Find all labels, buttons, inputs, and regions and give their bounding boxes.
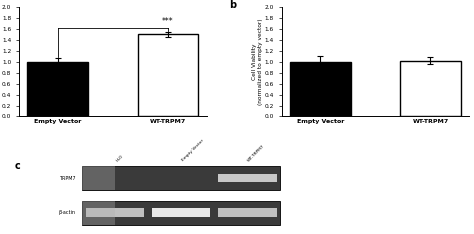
Bar [82,201,115,225]
Y-axis label: Cell Viability
(normalized to empty vector): Cell Viability (normalized to empty vect… [253,18,263,105]
Bar [82,166,115,190]
Bar [137,34,198,117]
Bar [218,208,276,217]
Text: WT-TRPM7: WT-TRPM7 [247,143,266,162]
Bar [82,201,280,225]
Text: H₂O: H₂O [115,154,124,162]
Text: c: c [14,161,20,171]
Bar [86,208,145,217]
Text: ***: *** [162,17,173,26]
Bar [290,62,351,117]
Text: Empty Vector: Empty Vector [181,139,205,162]
Text: β-actin: β-actin [58,210,75,215]
Bar [27,62,88,117]
Bar [152,208,210,217]
Bar [82,166,280,190]
Text: TRPM7: TRPM7 [59,176,75,181]
Bar [400,61,461,117]
Bar [218,174,276,183]
Text: b: b [229,0,236,11]
